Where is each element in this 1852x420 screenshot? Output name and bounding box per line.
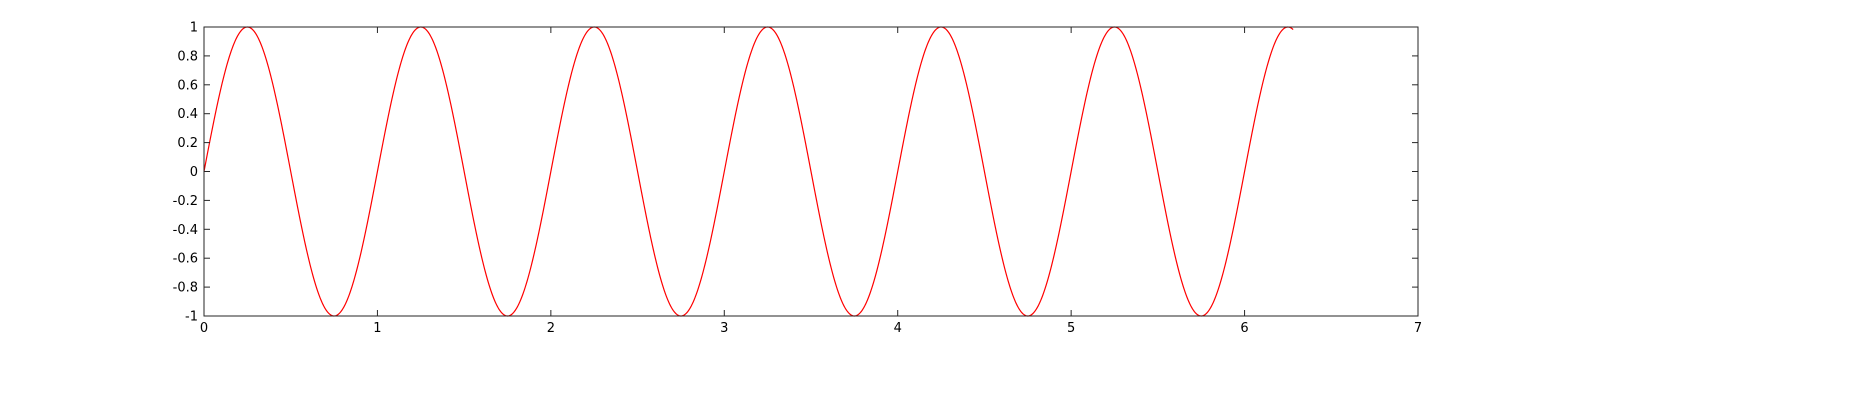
- x-tick-label: 7: [1414, 321, 1422, 336]
- x-tick-label: 5: [1067, 321, 1075, 336]
- y-tick-label: -0.6: [173, 252, 198, 267]
- series-layer: [203, 26, 1294, 317]
- x-tick-label: 0: [200, 321, 208, 336]
- x-tick-label: 1: [373, 321, 381, 336]
- y-tick-label: 0.2: [177, 136, 198, 151]
- y-tick-label: 0.8: [177, 49, 198, 64]
- series-line-1: [203, 26, 1294, 317]
- x-tick-label: 3: [720, 321, 728, 336]
- y-tick-label: 0.6: [177, 78, 198, 93]
- x-tick-label: 2: [547, 321, 555, 336]
- y-axis-ticks: 1 0.8 0.6 0.4 0.2 0 -0.2 -0.4 -0.6 -0.8 -1: [173, 21, 1418, 325]
- y-tick-label: -0.8: [173, 281, 198, 296]
- x-tick-label: 6: [1240, 321, 1248, 336]
- y-tick-label: -1: [185, 310, 198, 325]
- y-tick-label: 0.4: [177, 107, 198, 122]
- y-tick-label: -0.4: [173, 223, 198, 238]
- y-tick-label: 1: [190, 21, 198, 36]
- y-tick-label: -0.2: [173, 194, 198, 209]
- y-tick-label: 0: [190, 165, 198, 180]
- x-tick-label: 4: [894, 321, 902, 336]
- x-axis-ticks: 0 1 2 3 4 5 6 7: [200, 27, 1422, 336]
